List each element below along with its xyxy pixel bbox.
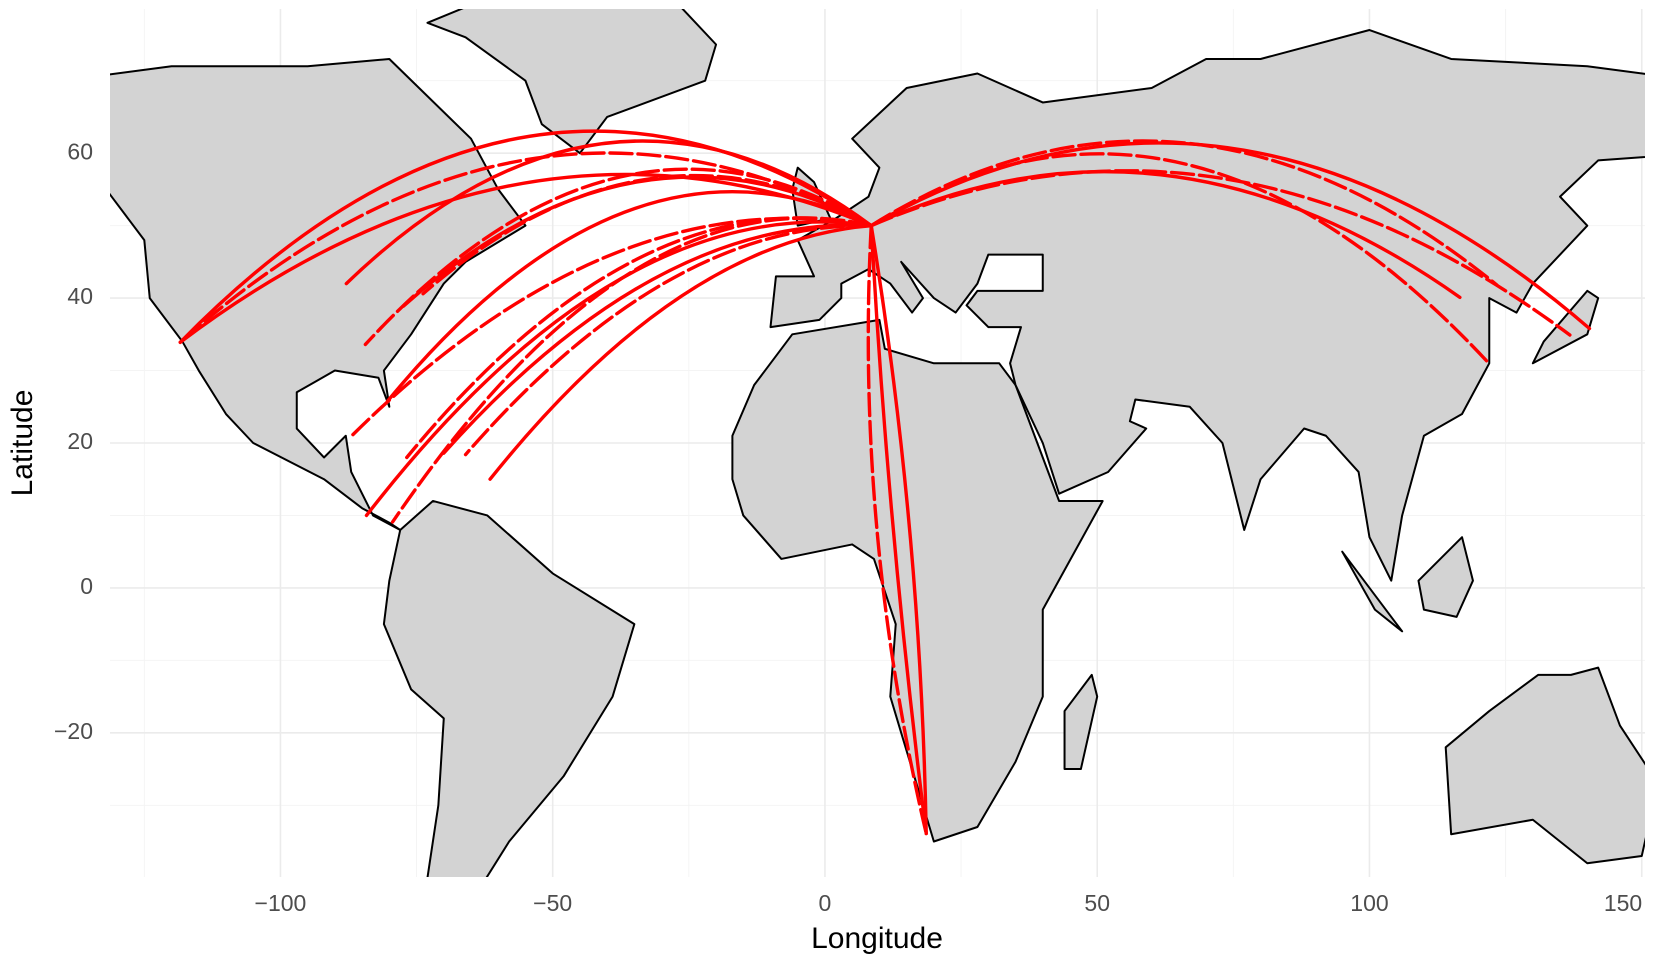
- flight-route: [869, 223, 928, 836]
- north-america: [110, 59, 525, 530]
- japan: [1533, 291, 1598, 363]
- x-tick-label: −100: [255, 890, 307, 916]
- labels: Longitude Latitude −100 −50 0 50 100 150 −20 0 2…: [6, 138, 1642, 955]
- x-tick-label: 0: [819, 890, 832, 916]
- australia: [1446, 668, 1645, 864]
- greenland: [427, 9, 716, 153]
- flight-route: [178, 172, 873, 344]
- africa: [732, 320, 1102, 842]
- y-tick-label: 60: [67, 138, 93, 164]
- borneo: [1418, 537, 1472, 617]
- flight-route: [488, 223, 873, 481]
- y-tick-label: 40: [67, 283, 93, 309]
- flight-route: [869, 223, 928, 836]
- y-axis-title: Latitude: [6, 390, 39, 497]
- flight-route: [386, 190, 873, 403]
- y-tick-label: 20: [67, 428, 93, 454]
- flight-route: [463, 223, 873, 457]
- y-tick-label: −20: [54, 718, 93, 744]
- x-tick-label: 50: [1084, 890, 1110, 916]
- flight-route: [401, 175, 873, 308]
- x-axis-title: Longitude: [811, 922, 943, 955]
- x-tick-label: 100: [1350, 890, 1388, 916]
- flight-route: [405, 216, 873, 460]
- sumatra: [1342, 552, 1402, 632]
- flight-route: [866, 223, 928, 836]
- x-tick-label: 150: [1604, 890, 1642, 916]
- flight-route: [178, 129, 873, 344]
- flight-route: [869, 139, 1499, 287]
- flight-route: [344, 139, 873, 286]
- y-tick-label: 0: [80, 573, 93, 599]
- x-tick-label: −50: [533, 890, 572, 916]
- south-america: [384, 501, 634, 877]
- flight-route: [869, 169, 1462, 300]
- flight-route: [442, 223, 873, 455]
- madagascar: [1065, 675, 1098, 769]
- flight-route: [178, 151, 873, 344]
- routes: [178, 129, 1592, 836]
- flight-route: [363, 167, 873, 347]
- flight-route: [869, 169, 1572, 337]
